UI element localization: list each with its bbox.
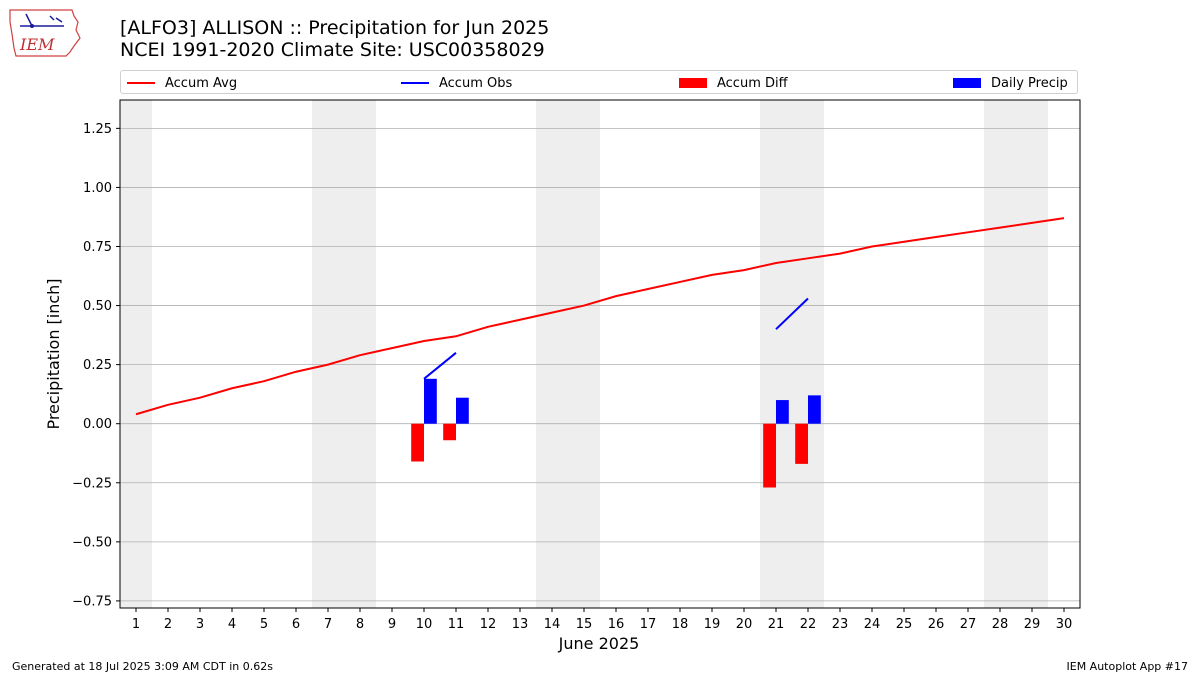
x-tick-label: 10 (416, 617, 433, 632)
daily-precip-bar (808, 395, 821, 424)
x-tick-label: 25 (896, 617, 913, 632)
legend-label-daily-precip: Daily Precip (991, 75, 1068, 91)
weekend-band-0 (120, 100, 152, 608)
legend-item-daily-precip: Daily Precip (953, 74, 1068, 92)
x-tick-label: 5 (260, 617, 268, 632)
x-tick-label: 22 (800, 617, 817, 632)
x-tick-label: 27 (960, 617, 977, 632)
accum-avg-line (135, 217, 1065, 416)
y-tick-label: −0.75 (72, 594, 112, 609)
legend-item-accum-obs: Accum Obs (401, 74, 512, 92)
iowa-outline-icon (9, 9, 81, 57)
legend-item-accum-avg: Accum Avg (127, 74, 237, 92)
x-tick-label: 12 (480, 617, 497, 632)
accum-diff-bar (443, 423, 456, 441)
x-tick-label: 7 (324, 617, 332, 632)
weekend-band-3 (760, 100, 824, 608)
chart-subtitle: NCEI 1991-2020 Climate Site: USC00358029 (120, 39, 545, 61)
app-credit: IEM Autoplot App #17 (1066, 660, 1189, 673)
x-tick-label: 9 (388, 617, 396, 632)
x-tick-label: 15 (576, 617, 593, 632)
x-tick-label: 1 (132, 617, 140, 632)
logo-text: IEM (19, 35, 55, 54)
y-tick-label: 0.75 (83, 240, 112, 255)
legend-swatch-daily-precip (953, 78, 981, 88)
legend-label-accum-avg: Accum Avg (165, 75, 238, 91)
x-tick-label: 30 (1056, 617, 1073, 632)
accum-obs-line (423, 352, 457, 380)
daily-precip-bar (424, 378, 437, 424)
legend-label-accum-obs: Accum Obs (439, 75, 513, 91)
y-axis-ticks: −0.75 −0.50 −0.25 0.00 0.25 0.50 0.75 1.00 1.25 (72, 122, 120, 609)
legend-swatch-accum-avg (127, 82, 155, 84)
x-tick-label: 6 (292, 617, 300, 632)
legend-label-accum-diff: Accum Diff (717, 75, 788, 91)
legend-item-accum-diff: Accum Diff (679, 74, 788, 92)
y-tick-label: 0.50 (83, 299, 112, 314)
iem-logo: IEM (9, 9, 81, 57)
legend-swatch-accum-diff (679, 78, 707, 88)
x-axis-ticks: 1 2 3 4 5 6 7 8 9 10 11 12 13 14 15 16 17 18 19 20 21 22 23 24 2… (132, 608, 1072, 632)
weather-station-icon (20, 13, 64, 27)
accum-diff-bar (411, 423, 424, 462)
x-tick-label: 19 (704, 617, 721, 632)
x-tick-label: 3 (196, 617, 204, 632)
accum-diff-bar (763, 423, 776, 488)
legend: Accum Avg Accum Obs Accum Diff Daily Pre… (120, 70, 1078, 94)
y-tick-label: 1.25 (83, 122, 112, 137)
plot-frame (119, 99, 1081, 609)
x-tick-label: 18 (672, 617, 689, 632)
daily-precip-bar (776, 400, 789, 424)
x-tick-label: 24 (864, 617, 881, 632)
y-tick-label: 1.00 (83, 181, 112, 196)
x-tick-label: 26 (928, 617, 945, 632)
x-tick-label: 28 (992, 617, 1009, 632)
x-tick-label: 20 (736, 617, 753, 632)
x-tick-label: 11 (448, 617, 465, 632)
x-tick-label: 4 (228, 617, 236, 632)
x-tick-label: 8 (356, 617, 364, 632)
chart-title: [ALFO3] ALLISON :: Precipitation for Jun… (120, 17, 550, 39)
accum-diff-bar (795, 423, 808, 464)
daily-precip-bar (456, 397, 469, 424)
x-tick-label: 23 (832, 617, 849, 632)
x-tick-label: 2 (164, 617, 172, 632)
x-tick-label: 21 (768, 617, 785, 632)
y-tick-label: −0.25 (72, 476, 112, 491)
y-tick-label: 0.00 (83, 417, 112, 432)
y-axis-label: Precipitation [inch] (44, 278, 63, 429)
y-tick-label: −0.50 (72, 535, 112, 550)
weekend-shading (120, 100, 1048, 608)
y-tick-label: 0.25 (83, 358, 112, 373)
series-lines (135, 217, 1065, 416)
generated-timestamp: Generated at 18 Jul 2025 3:09 AM CDT in … (12, 660, 273, 673)
x-tick-label: 16 (608, 617, 625, 632)
weekend-band-2 (536, 100, 600, 608)
x-tick-label: 29 (1024, 617, 1041, 632)
x-tick-label: 14 (544, 617, 561, 632)
weekend-band-4 (984, 100, 1048, 608)
x-axis-label: June 2025 (558, 634, 640, 653)
accum-obs-line (775, 297, 809, 330)
legend-swatch-accum-obs (401, 82, 429, 84)
x-tick-label: 17 (640, 617, 657, 632)
grid-lines (120, 127, 1080, 602)
x-tick-label: 13 (512, 617, 529, 632)
bars (411, 378, 821, 488)
